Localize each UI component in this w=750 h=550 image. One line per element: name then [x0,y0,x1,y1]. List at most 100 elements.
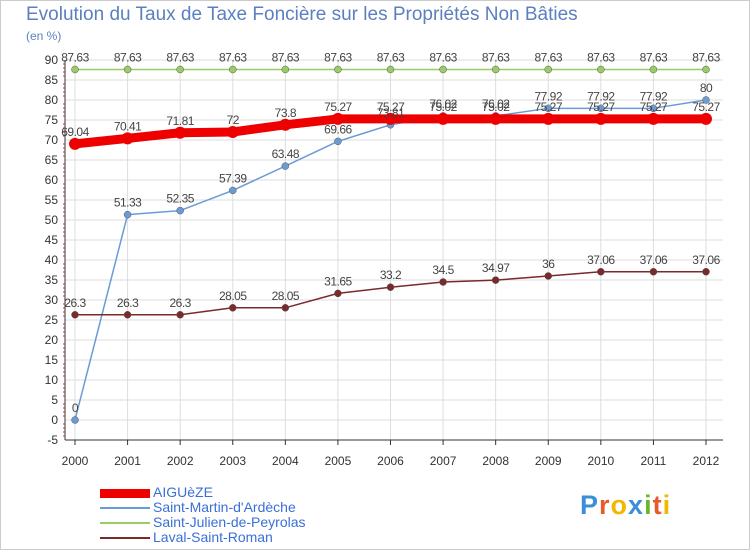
data-label-laval: 33.2 [380,268,402,282]
data-label-saint-julien: 87.63 [640,50,668,64]
legend-label-saint-julien: Saint-Julien-de-Peyrolas [153,514,306,530]
data-label-saint-martin: 57.39 [219,171,247,185]
point-saint-martin [176,206,184,215]
point-saint-martin [702,96,710,104]
data-label-saint-martin: 63.48 [272,147,300,161]
data-label-saint-julien: 87.63 [692,50,720,64]
data-label-aigueze: 71.81 [166,114,194,128]
point-saint-martin [229,186,237,195]
legend-label-saint-martin: Saint-Martin-d'Ardèche [153,499,296,515]
point-aigueze [489,112,502,125]
data-label-saint-martin: 77.92 [534,89,562,103]
point-aigueze [279,118,292,131]
x-tick-label: 2012 [693,454,720,468]
data-label-laval: 26.3 [117,296,139,310]
x-tick-label: 2005 [325,454,352,468]
proxiti-logo: Proxiti [580,490,671,521]
x-tick-label: 2008 [482,454,509,468]
point-laval [649,268,658,276]
data-label-saint-martin: 76.02 [482,97,510,111]
y-tick-label: 25 [45,313,59,327]
data-label-aigueze: 75.27 [377,100,405,114]
y-tick-label: 20 [45,333,59,347]
data-label-saint-julien: 87.63 [166,50,194,64]
y-tick-label: 5 [51,393,58,407]
chart-title: Evolution du Taux de Taxe Foncière sur l… [26,4,578,25]
y-tick-label: -5 [47,433,58,447]
point-laval [491,276,500,284]
legend-label-laval: Laval-Saint-Roman [153,529,273,545]
point-aigueze [384,112,397,125]
data-label-saint-martin: 51.33 [114,196,142,210]
point-saint-julien [439,65,447,74]
x-tick-label: 2006 [377,454,404,468]
point-aigueze [331,112,344,125]
data-label-laval: 37.06 [587,253,615,267]
point-saint-julien [123,65,132,74]
point-laval [439,278,447,286]
y-tick-label: 90 [45,53,59,67]
point-laval [544,272,552,280]
point-saint-julien [334,65,342,74]
x-tick-label: 2002 [167,454,194,468]
data-label-aigueze: 75.27 [640,100,668,114]
point-saint-julien [491,65,500,74]
y-tick-label: 30 [45,293,59,307]
point-saint-julien [544,65,552,74]
data-label-aigueze: 72 [227,113,240,127]
data-label-saint-julien: 87.63 [324,50,352,64]
point-saint-julien [649,65,658,74]
legend-swatch-aigueze [100,489,150,498]
point-aigueze [121,132,134,145]
point-aigueze [174,126,187,139]
logo-letter: x [628,490,645,520]
point-saint-julien [71,65,79,74]
chart-subtitle: (en %) [26,29,62,43]
point-saint-martin [71,416,79,424]
legend-swatch-saint-martin [100,507,150,509]
point-saint-martin [123,210,132,219]
data-label-saint-julien: 87.63 [429,50,457,64]
data-label-saint-julien: 87.63 [114,50,142,64]
logo-letter: P [580,490,600,520]
data-label-saint-julien: 87.63 [482,50,510,64]
data-label-saint-martin: 77.92 [640,89,668,103]
point-saint-julien [229,65,237,74]
x-tick-label: 2004 [272,454,299,468]
point-laval [123,311,132,319]
data-label-aigueze: 69.04 [61,125,89,139]
data-label-laval: 28.05 [219,289,247,303]
data-label-saint-martin: 69.66 [324,122,352,136]
x-tick-label: 2010 [587,454,614,468]
data-label-aigueze: 75.27 [534,100,562,114]
data-label-saint-julien: 87.63 [219,50,247,64]
data-label-saint-martin: 77.92 [587,89,615,103]
logo-letter: o [610,490,629,520]
point-saint-martin [649,104,658,113]
logo-letter: i [662,490,672,520]
point-aigueze [542,112,555,125]
point-laval [597,268,605,276]
point-laval [71,311,79,319]
x-tick-label: 2003 [219,454,246,468]
x-tick-label: 2000 [62,454,89,468]
point-laval [702,268,710,276]
data-label-aigueze: 75.27 [587,100,615,114]
x-tick-label: 2011 [641,454,667,468]
y-tick-label: 75 [45,113,59,127]
data-label-laval: 34.97 [482,261,510,275]
point-aigueze [226,126,239,138]
y-tick-label: 80 [45,93,59,107]
y-tick-label: 0 [51,413,58,427]
legend-label-aigueze: AIGUèZE [153,484,213,500]
y-tick-label: 15 [45,353,59,367]
data-label-laval: 26.3 [169,296,191,310]
data-label-aigueze: 75.02 [429,100,457,114]
point-saint-julien [176,65,184,74]
point-laval [334,289,342,298]
point-aigueze [437,112,450,125]
point-saint-martin [334,137,342,146]
data-label-saint-martin: 76.02 [429,97,457,111]
data-label-saint-julien: 87.63 [61,50,89,64]
point-laval [229,304,237,312]
